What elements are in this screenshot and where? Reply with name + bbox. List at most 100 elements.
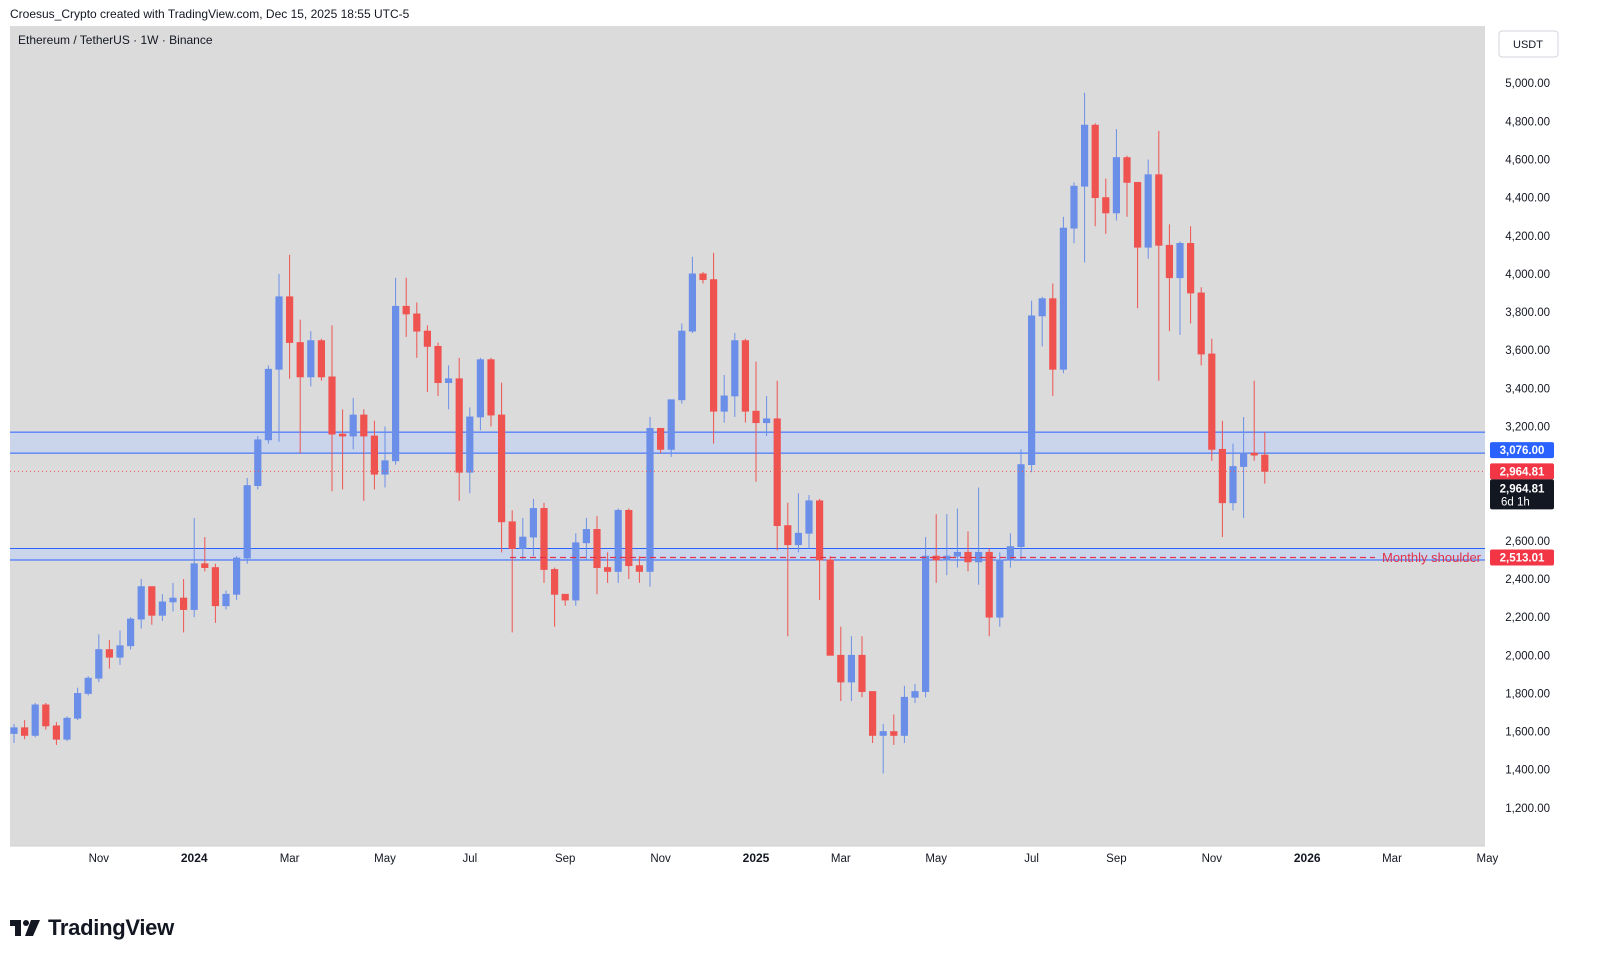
candle [391, 277, 400, 465]
candle [264, 365, 272, 444]
candle [688, 256, 697, 334]
y-tick-label: 1,600.00 [1505, 727, 1550, 739]
candle [604, 552, 612, 583]
candle [720, 374, 728, 423]
candle [497, 382, 506, 553]
candle-body [1187, 242, 1195, 294]
candle [296, 319, 304, 454]
candle-body [858, 654, 866, 692]
candle [1038, 296, 1046, 347]
candle-body [1197, 292, 1205, 355]
candle [741, 338, 750, 423]
candle [1134, 181, 1142, 309]
candle [625, 508, 633, 580]
candle-body [1218, 448, 1226, 504]
candle-body [413, 313, 421, 332]
candle-body [423, 330, 432, 347]
tradingview-logo[interactable]: TradingView [10, 913, 174, 943]
candle [1197, 287, 1205, 366]
time-axis[interactable]: Nov 2024 Mar May Jul Sep Nov 2025 Mar May Jul Sep No… [89, 851, 1499, 865]
x-tick-label: Jul [1024, 853, 1039, 865]
candle-body [179, 597, 188, 610]
candle [1123, 155, 1131, 217]
candle-body [1208, 353, 1216, 450]
candle-body [508, 521, 516, 549]
candle [900, 685, 909, 744]
candle-body [826, 559, 834, 656]
candle [1070, 182, 1078, 244]
candle [434, 342, 442, 396]
candle [1091, 123, 1099, 227]
candle [42, 702, 50, 730]
candle [105, 640, 113, 669]
candle [74, 687, 82, 721]
candle-body [1112, 157, 1120, 214]
candle [455, 357, 463, 501]
tradingview-logo-text: TradingView [48, 915, 174, 940]
price-axis[interactable]: 1,200.00 1,400.00 1,600.00 1,800.00 2,000.00… [1505, 40, 1550, 815]
candle-body [1155, 174, 1163, 246]
candle [370, 420, 379, 490]
zones-layer [10, 431, 1485, 561]
candle [1102, 178, 1110, 234]
candle-body [805, 500, 813, 534]
currency-button[interactable]: USDT [1498, 30, 1559, 58]
candle [657, 427, 665, 454]
candle [381, 426, 389, 488]
candle-body [646, 427, 654, 572]
y-tick-label: 3,400.00 [1505, 383, 1550, 395]
y-tick-label: 1,800.00 [1505, 688, 1550, 700]
candle [275, 273, 283, 442]
candle-body [20, 727, 29, 736]
candle [784, 502, 792, 637]
candle [1049, 283, 1057, 396]
candle-body [275, 296, 283, 370]
candle [635, 556, 644, 583]
candle [1144, 159, 1152, 259]
candle-body [381, 460, 389, 475]
candle [1006, 533, 1015, 568]
x-tick-label: Mar [280, 853, 300, 865]
price-chart[interactable]: Monthly shoulder 1,200.00 1,400.00 1,600.0… [10, 26, 1595, 893]
candle [869, 691, 877, 744]
candle-body [1102, 197, 1110, 214]
x-tick-label: Sep [555, 853, 575, 865]
candle-body [1081, 124, 1089, 187]
candle [201, 537, 209, 572]
candle [731, 333, 739, 417]
candle-body [657, 427, 665, 450]
candle-body [487, 359, 495, 416]
candle-body [264, 368, 272, 441]
x-tick-label: Nov [1202, 853, 1223, 865]
candle [614, 508, 622, 583]
candle-body [900, 696, 909, 736]
candle [1218, 420, 1226, 538]
zone-upper [10, 432, 1485, 454]
candle-body [985, 551, 993, 618]
candle-body [158, 601, 166, 616]
candle [116, 630, 124, 665]
x-tick-label: Mar [1382, 853, 1402, 865]
candle [20, 720, 29, 740]
candle-body [63, 717, 71, 740]
countdown-time: 6d 1h [1501, 496, 1530, 508]
candle-body [466, 416, 474, 473]
candle-body [847, 654, 856, 683]
candle [561, 593, 569, 606]
symbol-title[interactable]: Ethereum / TetherUS · 1W · Binance [18, 33, 213, 47]
candle [593, 516, 601, 595]
candle-body [996, 559, 1004, 618]
candle-body [784, 525, 792, 546]
y-tick-label: 4,600.00 [1505, 154, 1550, 166]
price-badge-bg [1490, 442, 1554, 459]
candle [1250, 380, 1258, 461]
candle [582, 518, 591, 560]
candle [137, 579, 145, 629]
chart-canvas[interactable]: Monthly shoulder 1,200.00 1,400.00 1,600.0… [10, 26, 1595, 893]
y-tick-label: 1,400.00 [1505, 765, 1550, 777]
candle-body [752, 410, 760, 424]
y-tick-label: 4,000.00 [1505, 269, 1550, 281]
candle [996, 552, 1004, 627]
y-tick-label: 3,200.00 [1505, 421, 1550, 433]
monthly-shoulder-label: Monthly shoulder [1382, 550, 1482, 565]
